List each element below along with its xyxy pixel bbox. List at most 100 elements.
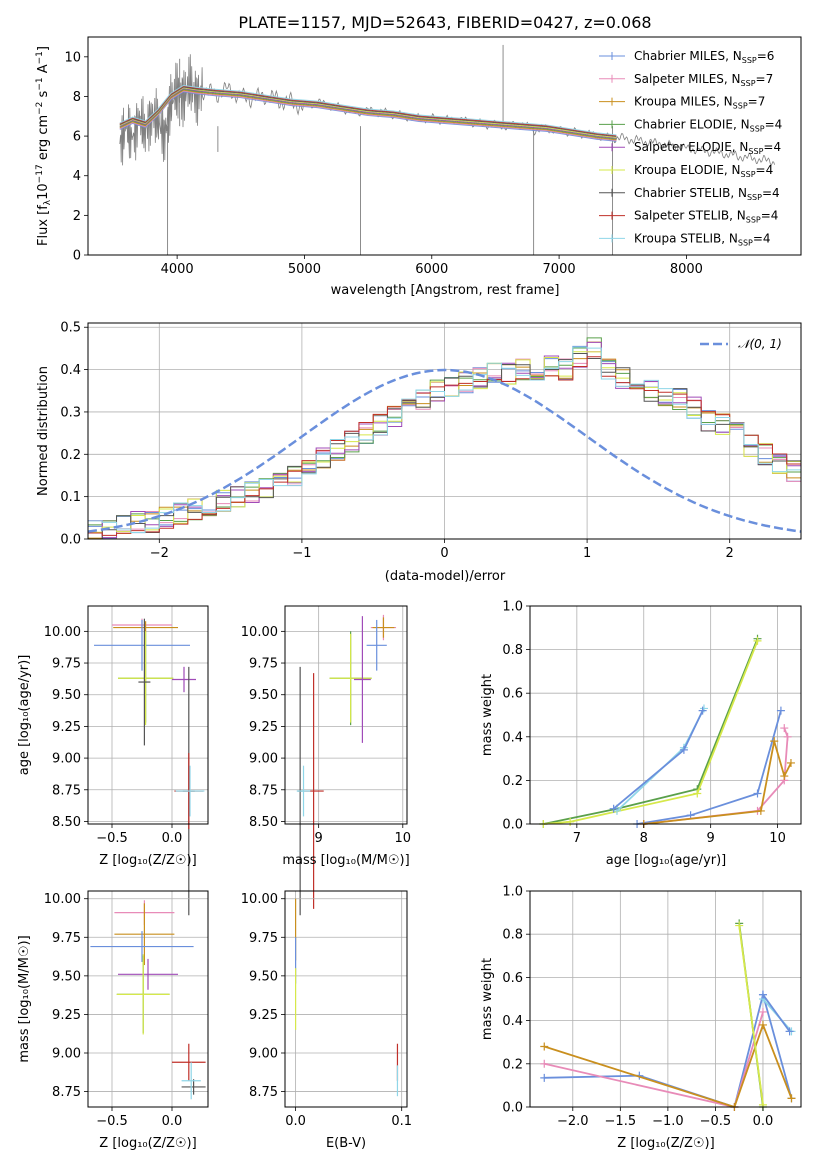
y-tick-label: 9.75 xyxy=(249,931,278,946)
mass-vs-ebv-xlabel: E(B-V) xyxy=(326,1136,366,1151)
weight-vs-z-panel: −2.0 −1.5 −1.0 −0.5 0.0 0.0 0.2 0.4 0.6 0.8 1.0 Z … xyxy=(480,885,802,1151)
weight-line xyxy=(762,994,791,1032)
y-tick-label: 9.25 xyxy=(52,1008,81,1023)
y-tick-label: 0.6 xyxy=(502,687,523,702)
weight-marker xyxy=(758,990,767,999)
weight-vs-age-panel: 7 8 9 10 0.0 0.2 0.4 0.6 0.8 1.0 age [log₁₀(age/y… xyxy=(480,600,802,868)
y-tick-label: 9.25 xyxy=(249,720,278,735)
histogram-step xyxy=(88,356,802,536)
y-tick-label: 9.75 xyxy=(52,657,81,672)
weight-marker xyxy=(540,1059,549,1068)
age-vs-mass-axes-frame xyxy=(284,605,408,825)
x-tick-label: 9 xyxy=(707,831,715,846)
legend-label: Salpeter ELODIE, NSSP=4 xyxy=(634,140,781,156)
age-vs-mass-panel: 9 10 8.50 8.75 9.00 9.25 9.50 9.75 10.00 mass [l… xyxy=(241,605,411,916)
y-tick-label: 8.50 xyxy=(52,815,81,830)
y-tick-label: 9.75 xyxy=(249,657,278,672)
weight-marker xyxy=(693,789,702,798)
legend-label: Chabrier ELODIE, NSSP=4 xyxy=(634,117,782,133)
weight-vs-age-axes-frame xyxy=(529,605,802,825)
y-tick-label: 9.25 xyxy=(249,1008,278,1023)
weight-vs-age-ylabel: mass weight xyxy=(480,674,495,756)
weight-marker xyxy=(758,1007,767,1016)
y-tick-label: 9.50 xyxy=(52,688,81,703)
y-tick-label: 9.50 xyxy=(249,969,278,984)
y-tick-label: 2 xyxy=(73,209,81,224)
weight-vs-z-ticks: −2.0 −1.5 −1.0 −0.5 0.0 0.0 0.2 0.4 0.6 0.8 1.0 xyxy=(502,885,773,1130)
age-vs-mass-ticks: 9 10 8.50 8.75 9.00 9.25 9.50 9.75 10.00 xyxy=(241,625,411,846)
x-tick-label: 8000 xyxy=(670,262,703,277)
age-vs-z-xlabel: Z [log₁₀(Z/Z☉)] xyxy=(99,853,196,868)
weight-line xyxy=(543,638,759,825)
y-tick-label: 0.4 xyxy=(60,363,81,378)
y-tick-label: 0.0 xyxy=(502,818,523,833)
y-tick-label: 9.00 xyxy=(52,1047,81,1062)
spectrum-ylabel: Flux [fλ10−17 erg cm−2 s−1 A−1] xyxy=(35,46,53,246)
x-tick-label: −2 xyxy=(150,546,169,561)
spectrum-ticks: 4000 5000 6000 7000 8000 0 2 4 6 8 10 xyxy=(64,50,703,277)
weight-marker xyxy=(698,706,707,715)
x-tick-label: 6000 xyxy=(415,262,448,277)
spectrum-series-group xyxy=(119,44,775,255)
x-tick-label: −0.5 xyxy=(700,1114,732,1129)
mass-vs-ebv-ticks: 0.0 0.1 8.75 9.00 9.25 9.50 9.75 10.00 xyxy=(241,892,412,1129)
age-vs-z-axes-frame xyxy=(87,605,209,825)
residuals-xlabel: (data-model)/error xyxy=(385,569,506,584)
x-tick-label: −1.0 xyxy=(652,1114,684,1129)
y-tick-label: 0.3 xyxy=(60,405,81,420)
y-tick-label: 0.8 xyxy=(502,928,523,943)
weight-marker xyxy=(787,1094,796,1103)
y-tick-label: 0.5 xyxy=(60,321,81,336)
x-tick-label: 9 xyxy=(315,831,323,846)
residuals-ylabel: Normed distribution xyxy=(36,366,51,496)
age-vs-z-ylabel: age [log₁₀(age/yr)] xyxy=(17,655,32,776)
weight-marker xyxy=(540,1073,549,1082)
age-vs-z-ticks: −0.5 0.0 8.50 8.75 9.00 9.25 9.50 9.75 10.00 xyxy=(44,625,183,846)
y-tick-label: 9.00 xyxy=(249,1047,278,1062)
spectrum-xlabel: wavelength [Angstrom, rest frame] xyxy=(331,283,560,298)
x-tick-label: 0.0 xyxy=(162,831,183,846)
mass-vs-ebv-axes-frame xyxy=(284,890,408,1108)
spectrum-axes-frame xyxy=(87,36,802,256)
mass-vs-z-ylabel: mass [log₁₀(M/M☉)] xyxy=(17,935,32,1062)
x-tick-label: −1.5 xyxy=(605,1114,637,1129)
x-tick-label: 0 xyxy=(440,546,448,561)
y-tick-label: 9.00 xyxy=(52,752,81,767)
weight-marker xyxy=(679,745,688,754)
x-tick-label: −1 xyxy=(292,546,311,561)
y-tick-label: 10.00 xyxy=(241,625,278,640)
legend-label: Chabrier MILES, NSSP=6 xyxy=(634,49,774,65)
weight-marker xyxy=(753,636,762,645)
legend-label: Chabrier STELIB, NSSP=4 xyxy=(634,186,780,202)
y-tick-label: 0.1 xyxy=(60,490,81,505)
residuals-histograms xyxy=(88,337,802,540)
y-tick-label: 0.2 xyxy=(502,1057,523,1072)
x-tick-label: 1 xyxy=(583,546,591,561)
model-line xyxy=(119,84,617,136)
x-tick-label: −2.0 xyxy=(557,1114,589,1129)
x-tick-label: 0.0 xyxy=(162,1114,183,1129)
weight-marker xyxy=(609,804,618,813)
weight-vs-z-ylabel: mass weight xyxy=(480,958,495,1040)
spectrum-panel: PLATE=1157, MJD=52643, FIBERID=0427, z=0… xyxy=(35,13,802,298)
y-tick-label: 9.50 xyxy=(249,688,278,703)
x-tick-label: 5000 xyxy=(288,262,321,277)
weight-marker xyxy=(786,758,795,767)
y-tick-label: 0.6 xyxy=(502,971,523,986)
x-tick-label: 4000 xyxy=(161,262,194,277)
weight-marker xyxy=(758,1020,767,1029)
x-tick-label: 2 xyxy=(726,546,734,561)
mass-vs-ebv-panel: 0.0 0.1 8.75 9.00 9.25 9.50 9.75 10.00 E(B-V) xyxy=(241,890,412,1151)
legend-label: Kroupa ELODIE, NSSP=4 xyxy=(634,163,773,179)
y-tick-label: 0.0 xyxy=(60,533,81,548)
age-vs-z-grid xyxy=(88,606,208,824)
weight-vs-age-lines xyxy=(539,634,795,828)
weight-line xyxy=(543,640,759,825)
y-tick-label: 8.75 xyxy=(249,783,278,798)
histogram-step xyxy=(88,346,802,533)
weight-vs-z-axes-frame xyxy=(529,890,802,1108)
mass-vs-z-panel: −0.5 0.0 8.75 9.00 9.25 9.50 9.75 10.00 Z [log₁… xyxy=(17,890,209,1151)
y-tick-label: 0.4 xyxy=(502,730,523,745)
y-tick-label: 8.75 xyxy=(52,1085,81,1100)
